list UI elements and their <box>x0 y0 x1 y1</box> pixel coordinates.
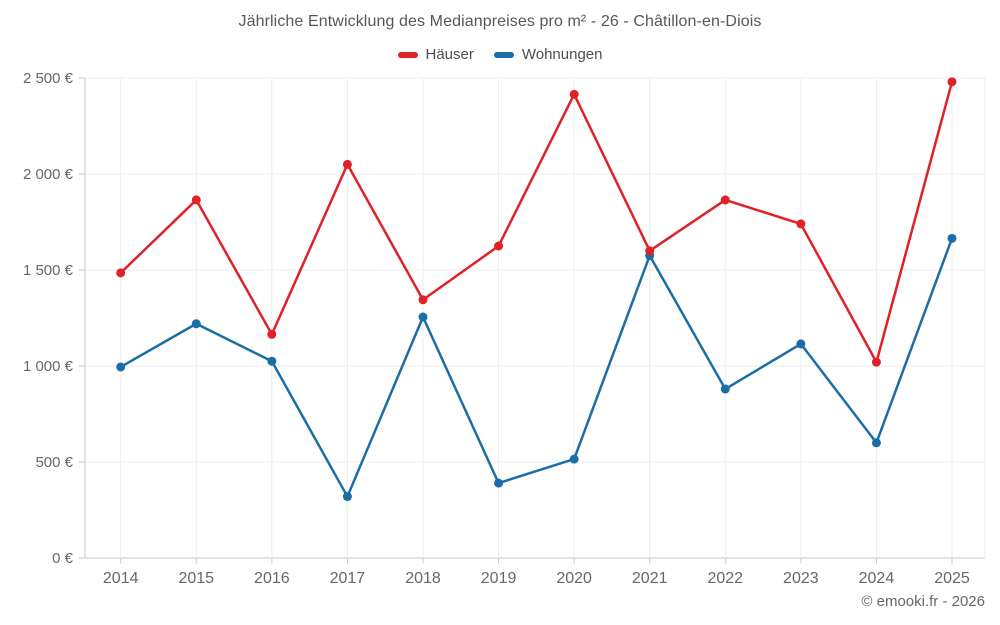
data-point <box>342 492 352 502</box>
x-axis-label: 2018 <box>405 570 441 587</box>
data-point <box>418 312 428 322</box>
haeuser-series-swatch-icon <box>397 51 418 58</box>
data-point <box>796 339 806 349</box>
legend-item-wohnungen[interactable]: Wohnungen <box>493 46 603 63</box>
footer-credit: © emooki.fr - 2026 <box>861 593 985 610</box>
x-axis-label: 2016 <box>254 570 290 587</box>
legend-label-haeuser: Häuser <box>425 46 474 63</box>
data-point <box>720 384 730 394</box>
y-axis-label: 2 000 € <box>23 166 74 183</box>
data-point <box>267 329 277 339</box>
data-point <box>947 77 957 87</box>
x-axis-label: 2022 <box>707 570 743 587</box>
y-axis-label: 500 € <box>35 454 73 471</box>
page-title: Jährliche Entwicklung des Medianpreises … <box>238 13 762 30</box>
data-point <box>494 241 504 251</box>
series-line <box>119 237 954 498</box>
y-axis-label: 2 500 € <box>23 70 74 87</box>
x-axis-label: 2023 <box>783 570 819 587</box>
x-axis-label: 2025 <box>934 570 970 587</box>
x-axis-label: 2021 <box>632 570 668 587</box>
data-point <box>871 357 881 367</box>
data-point <box>116 268 126 278</box>
series-häuser <box>116 77 957 367</box>
data-point <box>267 356 277 366</box>
data-point <box>191 319 201 329</box>
data-point <box>342 159 352 169</box>
legend-item-haeuser[interactable]: Häuser <box>397 46 474 63</box>
x-axis-label: 2020 <box>556 570 592 587</box>
y-axis-label: 0 € <box>52 550 74 567</box>
y-axis-label: 1 500 € <box>23 262 74 279</box>
data-point <box>116 362 126 372</box>
data-point <box>191 195 201 205</box>
legend: Häuser Wohnungen <box>0 46 1000 63</box>
data-point <box>569 89 579 99</box>
y-axis-label: 1 000 € <box>23 358 74 375</box>
x-axis-label: 2024 <box>859 570 895 587</box>
x-axis-label: 2019 <box>481 570 517 587</box>
x-axis-label: 2015 <box>178 570 214 587</box>
series-line <box>119 80 954 364</box>
data-point <box>720 195 730 205</box>
series-wohnungen <box>116 233 957 502</box>
data-point <box>947 233 957 243</box>
legend-label-wohnungen: Wohnungen <box>521 46 603 63</box>
x-axis-label: 2017 <box>330 570 366 587</box>
wohnungen-series-swatch-icon <box>493 51 514 58</box>
data-point <box>796 219 806 229</box>
data-point <box>645 246 655 256</box>
data-point <box>569 454 579 464</box>
x-axis-label: 2014 <box>103 570 139 587</box>
data-point <box>871 438 881 448</box>
data-point <box>418 295 428 305</box>
data-point <box>494 478 504 488</box>
